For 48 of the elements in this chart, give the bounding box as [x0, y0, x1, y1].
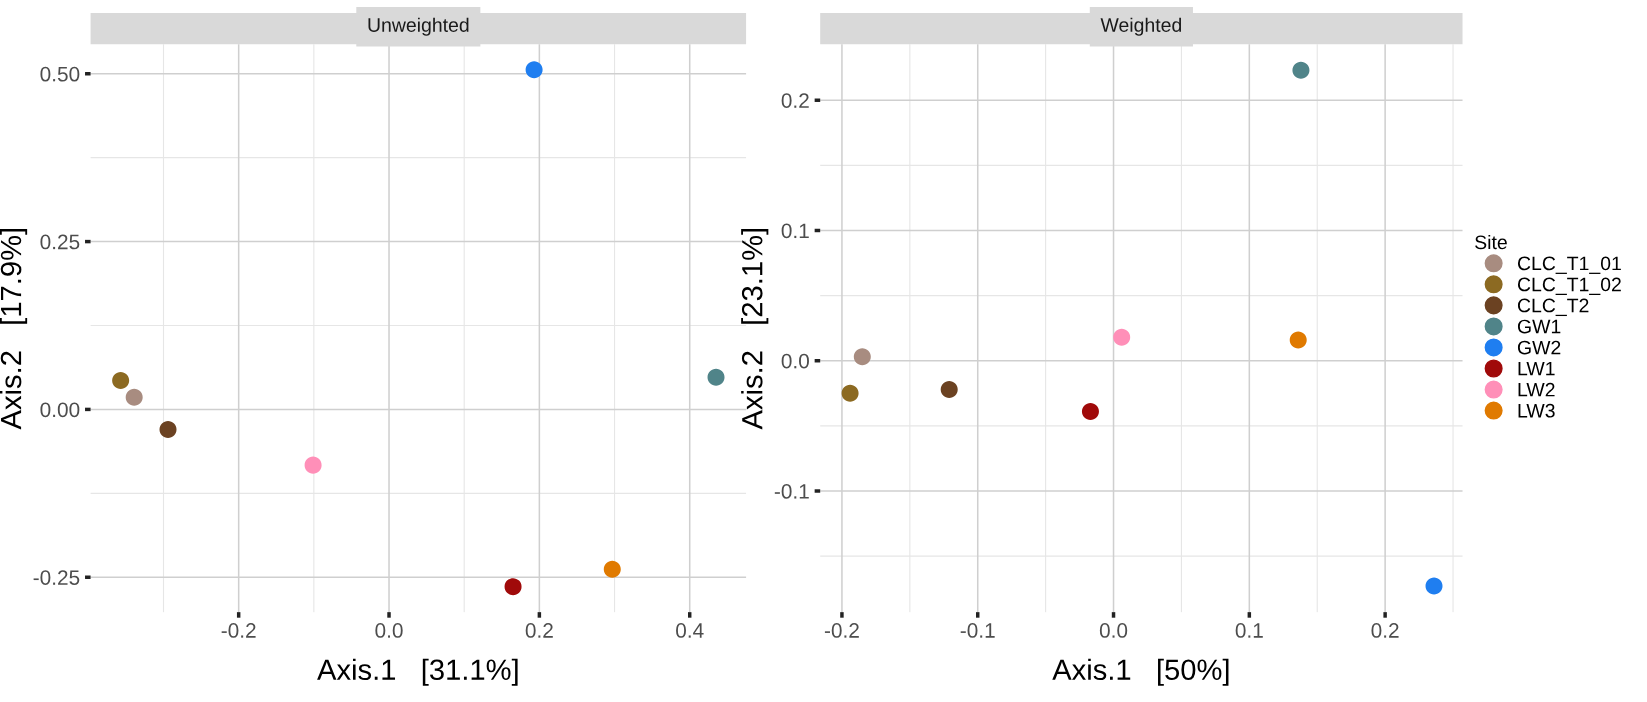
- x-tick-label: -0.2: [824, 623, 859, 638]
- x-tick-label: 0.2: [525, 623, 553, 638]
- point: [707, 368, 725, 386]
- x-tick-label: -0.1: [960, 623, 995, 638]
- chart-title: Weighted: [1100, 17, 1182, 36]
- x-tick-label: 0.4: [676, 623, 704, 638]
- point: [1113, 328, 1131, 346]
- chart-title: Unweighted: [368, 17, 469, 36]
- point: [125, 388, 143, 406]
- x-tick-label: 0.0: [1099, 623, 1128, 638]
- x-tick-label: 0.2: [1371, 623, 1399, 638]
- y-tick-label: 0.50: [40, 66, 80, 82]
- point: [504, 578, 522, 596]
- point: [1289, 331, 1307, 349]
- y-tick-label: 0.1: [781, 223, 809, 239]
- legend-label: CLC_T2: [1517, 298, 1589, 317]
- legend-label: GW1: [1517, 319, 1561, 334]
- point: [112, 372, 130, 390]
- point: [159, 421, 177, 439]
- point: [940, 380, 958, 398]
- point: [841, 384, 859, 402]
- y-tick-label: 0.0: [781, 353, 809, 369]
- point: [525, 61, 543, 79]
- legend-label: LW3: [1518, 403, 1555, 418]
- y-tick-label: 0.25: [40, 234, 80, 250]
- x-axis-title: Axis.1 [50%]: [1052, 658, 1229, 686]
- x-axis-title: Axis.1 [31.1%]: [317, 658, 518, 686]
- y-tick-label: -0.25: [33, 570, 80, 585]
- legend-title: Site: [1475, 234, 1507, 250]
- point: [853, 348, 871, 366]
- x-tick-label: 0.0: [375, 623, 403, 638]
- point: [304, 456, 322, 474]
- x-tick-label: -0.2: [221, 623, 256, 638]
- legend-label: LW1: [1518, 361, 1555, 376]
- point: [603, 560, 621, 578]
- y-tick-label: 0.00: [40, 402, 80, 418]
- y-tick-label: -0.1: [774, 484, 809, 499]
- x-tick-label: 0.1: [1235, 623, 1263, 638]
- legend-label: CLC_T1_01: [1517, 256, 1621, 274]
- point: [1425, 577, 1443, 595]
- legend-label: CLC_T1_02: [1517, 277, 1621, 295]
- point: [1292, 61, 1310, 79]
- y-axis-title: Axis.2 [17.9%]: [0, 228, 28, 430]
- y-axis-title: Axis.2 [23.1%]: [741, 228, 769, 430]
- y-tick-label: 0.2: [781, 93, 809, 108]
- legend-label: GW2: [1517, 340, 1561, 355]
- point: [1081, 403, 1099, 421]
- legend-label: LW2: [1518, 382, 1555, 397]
